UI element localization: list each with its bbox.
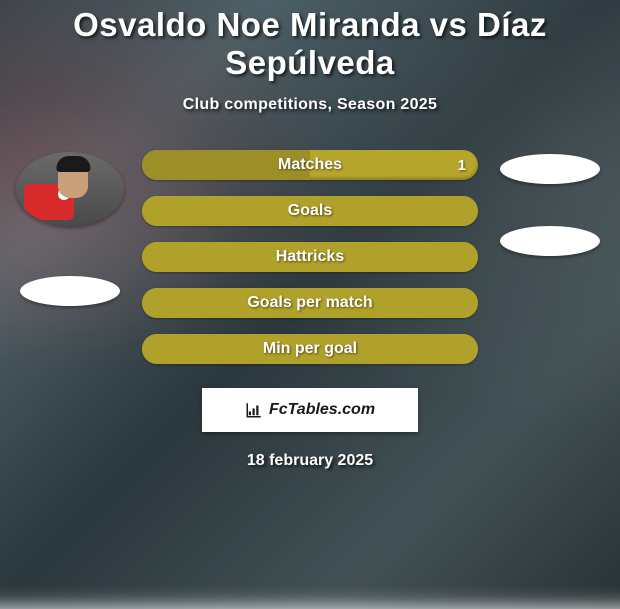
stat-bar-label: Min per goal (263, 340, 357, 358)
date-label: 18 february 2025 (247, 452, 373, 470)
page-title: Osvaldo Noe Miranda vs Díaz Sepúlveda (0, 6, 620, 82)
attribution-text: FcTables.com (269, 401, 375, 419)
stat-bar-label: Goals (288, 202, 332, 220)
stat-bar-label: Matches (278, 156, 342, 174)
stat-bar-matches: Matches 1 (142, 150, 478, 180)
avatar-photo-placeholder (16, 152, 124, 226)
stat-bar-goals-per-match: Goals per match (142, 288, 478, 318)
stat-bar-label: Goals per match (247, 294, 372, 312)
stat-bar-right-value: 1 (458, 157, 466, 174)
attribution-box: FcTables.com (202, 388, 418, 432)
stat-bar-min-per-goal: Min per goal (142, 334, 478, 364)
right-blank-oval-2 (500, 226, 600, 256)
left-player-avatar (16, 152, 124, 226)
avatar-hair (56, 156, 90, 172)
stat-bars: Matches 1 Goals Hattricks Goals per match Min… (140, 150, 480, 364)
left-blank-oval (20, 276, 120, 306)
content-wrapper: Osvaldo Noe Miranda vs Díaz Sepúlveda Cl… (0, 0, 620, 470)
left-player-column (10, 150, 130, 306)
stat-bar-label: Hattricks (276, 248, 344, 266)
right-player-column (490, 150, 610, 256)
right-blank-oval-1 (500, 154, 600, 184)
page-subtitle: Club competitions, Season 2025 (183, 96, 437, 114)
stat-bar-goals: Goals (142, 196, 478, 226)
stat-bar-hattricks: Hattricks (142, 242, 478, 272)
chart-icon (245, 401, 263, 419)
comparison-grid: Matches 1 Goals Hattricks Goals per match Min… (0, 150, 620, 364)
